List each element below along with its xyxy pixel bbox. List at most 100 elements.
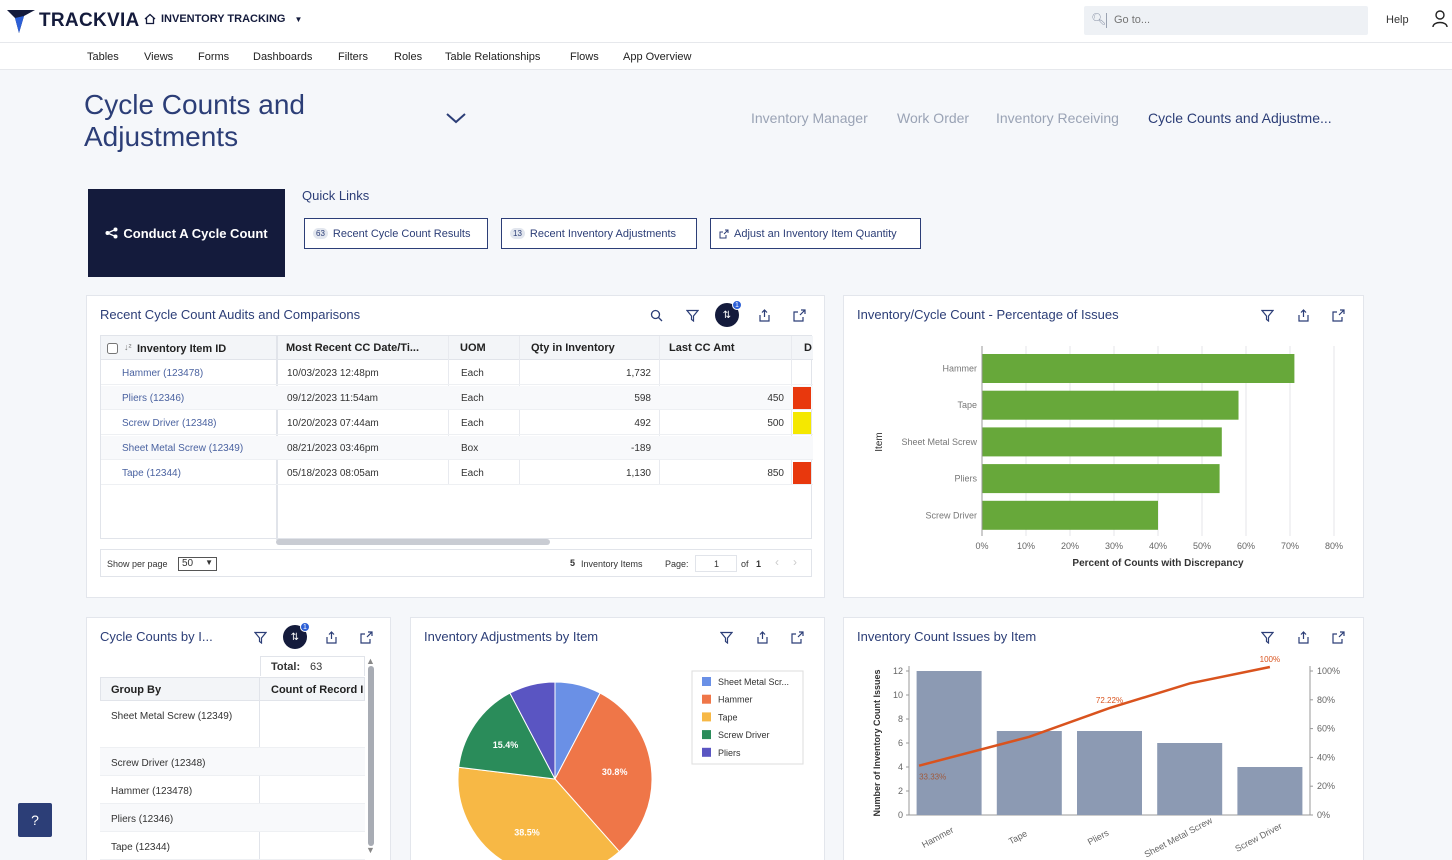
open-external-icon[interactable] xyxy=(1329,306,1347,324)
next-page-icon[interactable]: › xyxy=(793,555,797,569)
prev-page-icon[interactable]: ‹ xyxy=(775,555,779,569)
column-header-last-cc[interactable]: Last CC Amt xyxy=(669,342,735,354)
help-link[interactable]: Help xyxy=(1386,14,1409,26)
pie-slice[interactable] xyxy=(554,692,653,853)
nav-roles[interactable]: Roles xyxy=(394,51,423,63)
bar[interactable] xyxy=(996,731,1062,815)
column-header-cc-date[interactable]: Most Recent CC Date/Ti... xyxy=(286,342,420,354)
nav-tables[interactable]: Tables xyxy=(87,51,119,63)
open-external-icon[interactable] xyxy=(357,628,375,646)
col-divider xyxy=(448,336,449,484)
pie-slice[interactable] xyxy=(457,766,621,860)
open-external-icon[interactable] xyxy=(1329,628,1347,646)
vertical-scrollbar[interactable] xyxy=(368,666,374,846)
bar[interactable] xyxy=(1077,731,1142,815)
nav-forms[interactable]: Forms xyxy=(198,51,230,63)
trackvia-logo-icon[interactable] xyxy=(6,8,36,37)
nav-table-relationships[interactable]: Table Relationships xyxy=(445,51,541,63)
export-icon[interactable] xyxy=(755,306,773,324)
app-switcher[interactable]: INVENTORY TRACKING ▼ xyxy=(144,13,302,25)
export-icon[interactable] xyxy=(322,628,340,646)
tab-inventory-receiving[interactable]: Inventory Receiving xyxy=(996,110,1119,126)
quick-link-adjust-quantity[interactable]: Adjust an Inventory Item Quantity xyxy=(710,218,921,249)
legend-label[interactable]: Sheet Metal Scr... xyxy=(718,677,789,687)
sort-icon[interactable]: ⇅ 1 xyxy=(715,300,742,327)
open-external-icon[interactable] xyxy=(788,628,806,646)
item-id-link[interactable]: Hammer (123478) xyxy=(122,368,204,379)
filter-icon[interactable] xyxy=(717,628,735,646)
pie-slice[interactable] xyxy=(509,681,556,780)
legend-label[interactable]: Hammer xyxy=(718,695,753,705)
goto-search[interactable]: 🔍︎ xyxy=(1084,6,1368,35)
nav-filters[interactable]: Filters xyxy=(338,51,368,63)
nav-app-overview[interactable]: App Overview xyxy=(623,51,692,63)
column-header-qty[interactable]: Qty in Inventory xyxy=(531,342,615,354)
column-header-group-by[interactable]: Group By xyxy=(111,684,162,696)
conduct-cycle-count-button[interactable]: Conduct A Cycle Count xyxy=(88,189,285,277)
y2-tick-label: 80% xyxy=(1317,695,1335,705)
horizontal-scrollbar[interactable] xyxy=(276,539,550,545)
column-header-uom[interactable]: UOM xyxy=(460,342,486,354)
bar[interactable] xyxy=(982,464,1220,494)
scroll-down-icon[interactable]: ▼ xyxy=(366,845,375,855)
chevron-down-icon[interactable] xyxy=(445,111,467,128)
item-id-link[interactable]: Pliers (12346) xyxy=(122,393,185,404)
bar[interactable] xyxy=(982,354,1295,383)
item-id-link[interactable]: Sheet Metal Screw (12349) xyxy=(122,443,244,454)
pie-slice[interactable] xyxy=(458,692,556,780)
tab-cycle-counts[interactable]: Cycle Counts and Adjustme... xyxy=(1148,110,1332,126)
help-button[interactable]: ? xyxy=(18,803,52,837)
nav-dashboards[interactable]: Dashboards xyxy=(253,51,313,63)
list-item[interactable]: Pliers (12346) xyxy=(100,804,365,832)
table-row[interactable]: Tape (12344) 05/18/2023 08:05am Each 1,130 8… xyxy=(101,461,813,485)
sort-icon[interactable]: ⇅ 1 xyxy=(283,622,310,649)
per-page-select[interactable]: 50 ▼ xyxy=(178,557,217,571)
select-all-checkbox[interactable] xyxy=(107,343,118,354)
column-header-count[interactable]: Count of Record I xyxy=(271,684,364,696)
list-item[interactable]: Sheet Metal Screw (12349) xyxy=(100,701,365,748)
item-id-link[interactable]: Screw Driver (12348) xyxy=(122,418,217,429)
list-item[interactable]: Tape (12344) xyxy=(100,832,365,860)
list-item[interactable]: Screw Driver (12348) xyxy=(100,748,365,776)
cumulative-line[interactable] xyxy=(918,665,1271,767)
goto-input[interactable] xyxy=(1114,11,1354,29)
filter-icon[interactable] xyxy=(1258,628,1276,646)
list-item[interactable]: Hammer (123478) xyxy=(100,776,365,804)
table-row[interactable]: Screw Driver (12348) 10/20/2023 07:44am Ea… xyxy=(101,411,813,435)
nav-views[interactable]: Views xyxy=(144,51,174,63)
scroll-up-icon[interactable]: ▲ xyxy=(366,656,375,666)
column-header-d[interactable]: D xyxy=(804,342,812,354)
user-icon[interactable] xyxy=(1432,10,1448,31)
filter-icon[interactable] xyxy=(251,628,269,646)
filter-icon[interactable] xyxy=(1258,306,1276,324)
column-header-item-id[interactable]: Inventory Item ID xyxy=(137,343,227,355)
export-icon[interactable] xyxy=(753,628,771,646)
bar[interactable] xyxy=(982,500,1158,530)
bar[interactable] xyxy=(982,390,1239,420)
search-icon[interactable] xyxy=(647,306,665,324)
bar[interactable] xyxy=(982,427,1222,457)
item-id-link[interactable]: Tape (12344) xyxy=(122,468,181,479)
legend-label[interactable]: Pliers xyxy=(718,748,741,758)
sort-asc-icon[interactable]: ↓² xyxy=(124,342,132,352)
tab-work-order[interactable]: Work Order xyxy=(897,110,970,126)
filter-icon[interactable] xyxy=(683,306,701,324)
bar[interactable] xyxy=(916,671,982,815)
brand-name[interactable]: TRACKVIA xyxy=(39,10,140,31)
export-icon[interactable] xyxy=(1294,628,1312,646)
bar[interactable] xyxy=(1157,743,1223,815)
legend-label[interactable]: Screw Driver xyxy=(718,730,770,740)
table-row[interactable]: Hammer (123478) 10/03/2023 12:48pm Each 1,7… xyxy=(101,361,813,385)
bar[interactable] xyxy=(1237,767,1303,815)
export-icon[interactable] xyxy=(1294,306,1312,324)
legend-label[interactable]: Tape xyxy=(718,712,738,722)
page-input[interactable]: 1 xyxy=(695,555,737,572)
table-row[interactable]: Sheet Metal Screw (12349) 08/21/2023 03:4… xyxy=(101,436,813,460)
quick-link-recent-inventory-adjustments[interactable]: 13 Recent Inventory Adjustments xyxy=(501,218,697,249)
table-row[interactable]: Pliers (12346) 09/12/2023 11:54am Each 598 4… xyxy=(101,386,813,410)
panel-title: Inventory Count Issues by Item xyxy=(857,629,1037,644)
tab-inventory-manager[interactable]: Inventory Manager xyxy=(751,110,868,126)
quick-link-recent-cycle-count-results[interactable]: 63 Recent Cycle Count Results xyxy=(304,218,488,249)
open-external-icon[interactable] xyxy=(790,306,808,324)
nav-flows[interactable]: Flows xyxy=(570,51,599,63)
